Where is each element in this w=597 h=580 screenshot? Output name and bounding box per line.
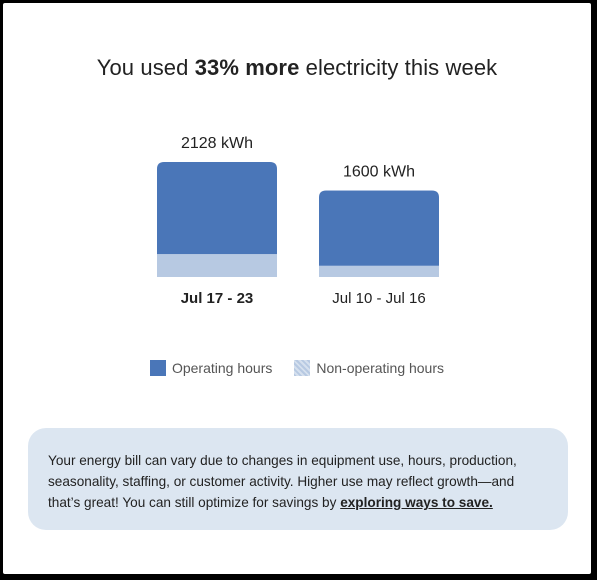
title-highlight: 33% more (194, 55, 300, 80)
non-operating-segment-0 (157, 254, 277, 277)
non-operating-segment-1 (319, 265, 439, 277)
bar-total-label-0: 2128 kWh (181, 135, 253, 152)
title-suffix: electricity this week (299, 55, 498, 80)
legend-label-non-operating: Non-operating hours (316, 360, 445, 376)
period-label-1: Jul 10 - Jul 16 (332, 290, 425, 307)
title-prefix: You used (96, 55, 195, 80)
page-title: You used 33% more electricity this week (3, 55, 591, 81)
hatched-swatch-icon (294, 360, 311, 376)
legend-label-operating: Operating hours (171, 360, 273, 376)
solid-swatch-icon (149, 360, 166, 376)
bar-stack-0 (157, 162, 277, 277)
explore-savings-link[interactable]: exploring ways to save. (340, 495, 493, 510)
note-text: Your energy bill can vary due to changes… (48, 453, 517, 510)
usage-bar-chart: 2128 kWh Jul 17 - 23 1600 kWh Jul 10 - Jul … (157, 135, 439, 307)
usage-card: You used 33% more electricity this week … (3, 3, 591, 574)
bar-total-label-1: 1600 kWh (343, 164, 415, 181)
operating-segment-1 (319, 190, 439, 266)
info-note: Your energy bill can vary due to changes… (28, 428, 568, 530)
chart-legend: Operating hours Non-operating hours (3, 360, 591, 376)
period-label-0: Jul 17 - 23 (181, 290, 254, 307)
legend-item-operating: Operating hours (149, 360, 273, 376)
operating-segment-0 (157, 162, 277, 255)
bar-stack-1 (319, 190, 439, 277)
legend-item-non-operating: Non-operating hours (294, 360, 444, 376)
